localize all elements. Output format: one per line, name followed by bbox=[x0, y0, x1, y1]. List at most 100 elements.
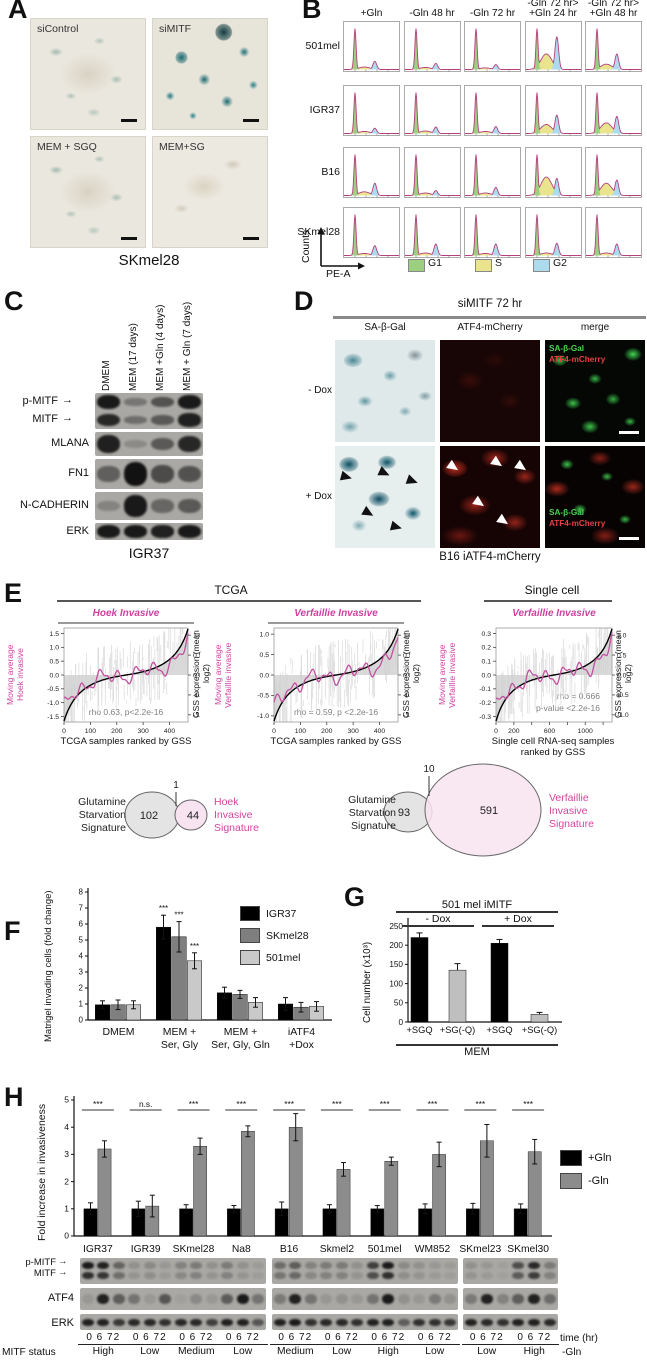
micrograph-label: MEM+SG bbox=[159, 141, 205, 153]
blot-band bbox=[143, 1294, 156, 1304]
plot-frame bbox=[343, 147, 400, 198]
blot-band bbox=[190, 1262, 203, 1269]
histogram-outline bbox=[344, 214, 399, 256]
c-lane-label: MEM + Gln (7 days) bbox=[181, 301, 193, 391]
venn-overlap-count: 1 bbox=[173, 780, 179, 791]
significance-label: *** bbox=[174, 911, 183, 920]
histogram-outline bbox=[344, 28, 399, 70]
tick-label: 200 bbox=[111, 728, 123, 735]
blot-band bbox=[205, 1294, 218, 1304]
venn-diagrams: 102 44 1 93 591 10 bbox=[124, 763, 542, 857]
blot-band bbox=[351, 1272, 364, 1279]
tick-label: -0.5 bbox=[47, 686, 59, 693]
blot-band bbox=[236, 1294, 249, 1304]
histogram-outline bbox=[465, 154, 520, 196]
blot-band bbox=[382, 1318, 395, 1326]
protein-label: MLANA bbox=[51, 437, 89, 449]
histogram-outline bbox=[344, 92, 399, 134]
c-lane-label: DMEM bbox=[100, 360, 112, 391]
tick-label: 400 bbox=[164, 728, 176, 735]
h-time-ticks: 0 6 72 bbox=[132, 1332, 167, 1343]
h-category-label: WM852 bbox=[414, 1244, 451, 1255]
h-category-label: IGR37 bbox=[83, 1244, 113, 1255]
histogram-outline bbox=[586, 214, 641, 256]
g-ylabel: Cell number (x10³) bbox=[362, 941, 373, 1023]
blot-band bbox=[178, 465, 201, 483]
tick-label: -0.5 bbox=[193, 692, 200, 699]
tick-label: 6 bbox=[79, 920, 84, 929]
h-blot-atf4 bbox=[80, 1288, 266, 1310]
arrow-right-icon: → bbox=[62, 412, 73, 424]
histogram-outline bbox=[525, 28, 581, 70]
phase-area bbox=[586, 214, 641, 256]
blot-band bbox=[174, 1272, 187, 1279]
blot-band bbox=[124, 398, 147, 406]
h-status-label: MITF status bbox=[2, 1347, 56, 1358]
g-group-line bbox=[402, 925, 474, 927]
legend-swatch bbox=[240, 928, 260, 943]
h-blot-atf4 bbox=[463, 1288, 558, 1310]
phase-area bbox=[404, 154, 460, 196]
e-xlabel: Single cell RNA-seq samples ranked by GS… bbox=[491, 736, 615, 759]
h-category-label: IGR39 bbox=[130, 1244, 161, 1255]
blot-band bbox=[112, 1272, 125, 1279]
protein-label: MITF bbox=[33, 1268, 56, 1279]
phase-area bbox=[586, 28, 641, 70]
blot-band bbox=[252, 1294, 265, 1304]
phase-area bbox=[525, 92, 581, 134]
tick-label: 1.5 bbox=[50, 631, 60, 638]
blot-band bbox=[382, 1272, 395, 1279]
histogram-outline bbox=[586, 28, 641, 70]
blot-band bbox=[151, 465, 174, 483]
protein-label: N-CADHERIN bbox=[19, 499, 89, 511]
blot-band bbox=[320, 1262, 333, 1269]
gss-curve bbox=[495, 628, 613, 722]
significance-label: *** bbox=[284, 1099, 295, 1109]
flow-cytometry-histogram bbox=[524, 85, 582, 136]
d-image-minus-dox-mcherry bbox=[440, 340, 540, 442]
blot-band bbox=[528, 1262, 541, 1269]
venn-count: 44 bbox=[187, 810, 199, 822]
blot-band bbox=[366, 1318, 379, 1326]
tick-label: -0.5 bbox=[257, 693, 269, 700]
plot-frame bbox=[464, 207, 521, 258]
tick-label: 200 bbox=[389, 941, 403, 950]
legend-label: S bbox=[495, 257, 503, 269]
blot-band bbox=[143, 1262, 156, 1269]
significance-label: *** bbox=[475, 1099, 486, 1109]
histogram-outline bbox=[525, 92, 581, 134]
blot-band bbox=[304, 1294, 317, 1304]
e-title-underline bbox=[58, 622, 194, 624]
blot-band bbox=[97, 500, 120, 512]
e-ylabel-left: Moving average Verfaillie invasive bbox=[213, 642, 233, 708]
blot-band bbox=[444, 1318, 457, 1326]
tick-label: 0.5 bbox=[193, 652, 200, 659]
h-time-ticks: 0 6 72 bbox=[469, 1332, 504, 1343]
blot-band bbox=[151, 397, 174, 407]
blot-band bbox=[178, 413, 201, 427]
arrow-right-icon: → bbox=[62, 394, 73, 406]
panel-c-label: C bbox=[4, 286, 24, 316]
tick-label: 400 bbox=[374, 728, 386, 735]
blot-band bbox=[496, 1262, 509, 1269]
histogram-outline bbox=[404, 154, 460, 196]
phase-area bbox=[525, 28, 581, 70]
phase-area bbox=[465, 154, 520, 196]
f-category-label: MEM + Ser, Gly, Gln bbox=[211, 1026, 270, 1051]
protein-label: p-MITF bbox=[25, 1257, 56, 1268]
flow-cytometry-histogram bbox=[403, 147, 461, 198]
tick-label: -0.5 bbox=[617, 692, 629, 699]
significance-label: *** bbox=[159, 904, 168, 913]
panel-e-label: E bbox=[4, 578, 23, 608]
tick-label: -1.5 bbox=[47, 714, 59, 721]
blot-band bbox=[151, 525, 174, 538]
bar bbox=[336, 1169, 351, 1237]
h-ylabel: Fold increase in invasiveness bbox=[36, 1103, 48, 1241]
histogram-outline bbox=[465, 28, 520, 70]
h-bar-chart: 0 1 2 3 4 5 *** n.s. *** *** *** *** *** *** *** *** bbox=[64, 1095, 552, 1241]
h-mitf-status: High bbox=[363, 1344, 414, 1357]
e-plot-title: Verfaillie Invasive bbox=[512, 608, 596, 619]
h-blot-erk bbox=[463, 1314, 558, 1330]
h-legend-item: +Gln bbox=[560, 1150, 612, 1166]
flow-cytometry-histogram bbox=[403, 21, 461, 72]
